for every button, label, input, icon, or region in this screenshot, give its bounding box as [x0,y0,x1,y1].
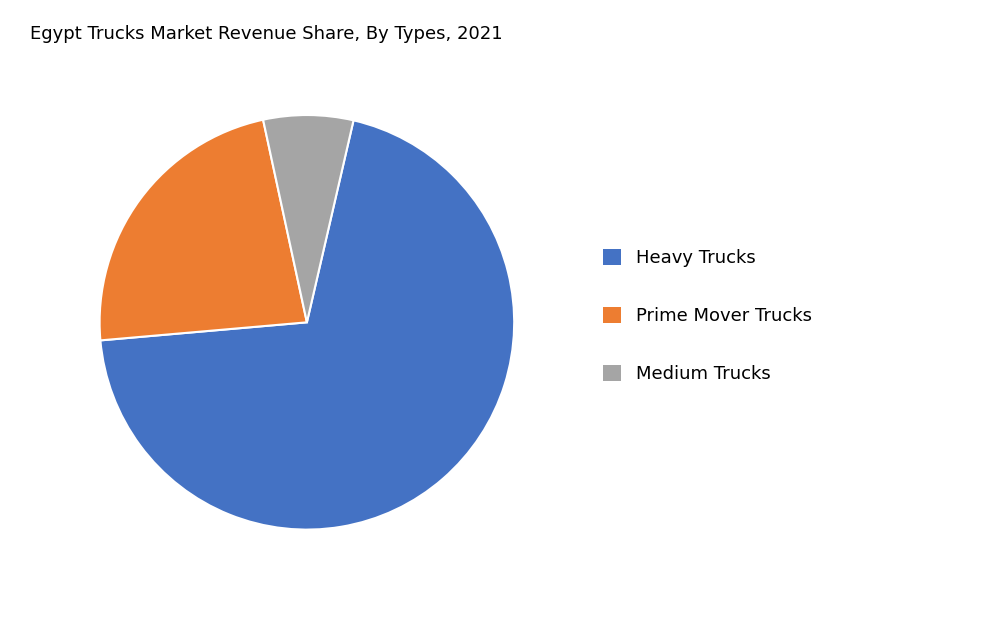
Wedge shape [100,120,514,530]
Wedge shape [263,115,353,322]
Wedge shape [100,119,307,341]
Legend: Heavy Trucks, Prime Mover Trucks, Medium Trucks: Heavy Trucks, Prime Mover Trucks, Medium… [603,249,812,383]
Text: Egypt Trucks Market Revenue Share, By Types, 2021: Egypt Trucks Market Revenue Share, By Ty… [30,25,502,43]
